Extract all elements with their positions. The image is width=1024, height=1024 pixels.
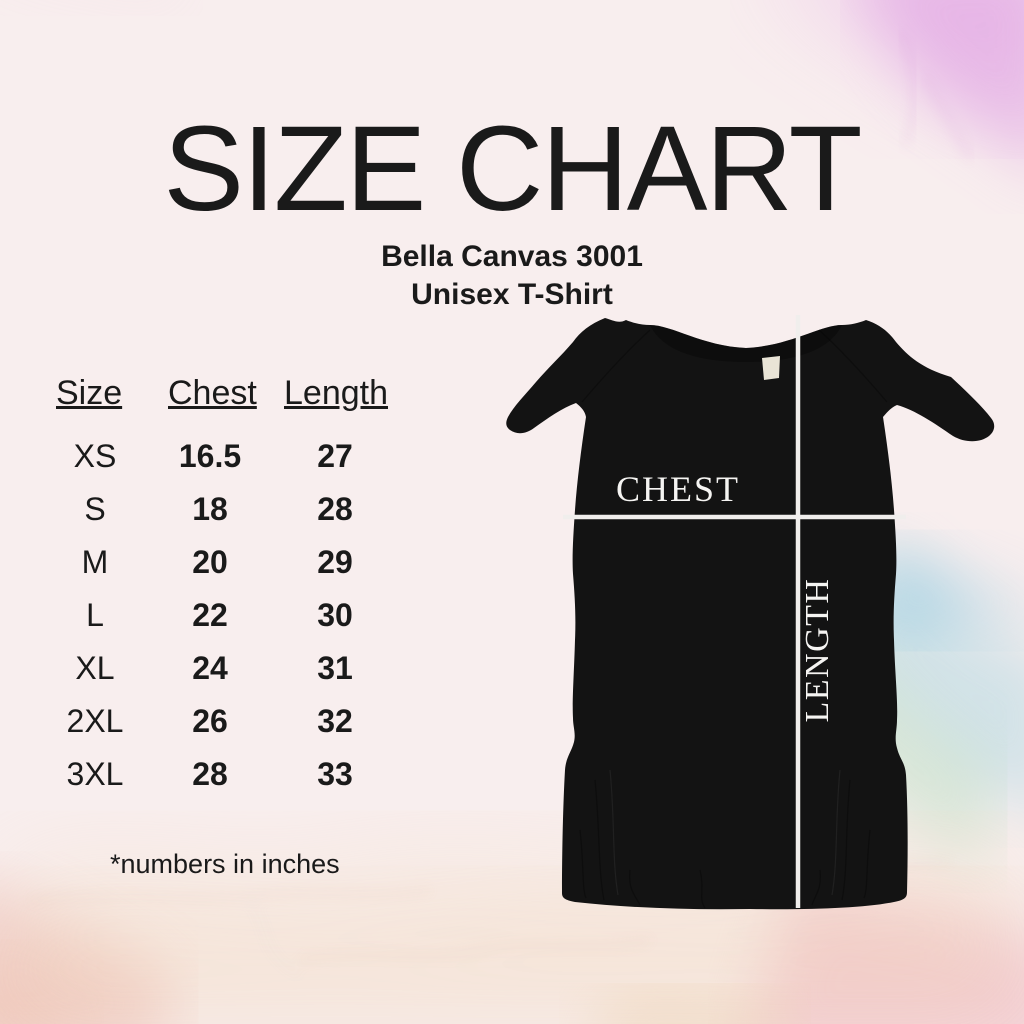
svg-text:CHEST: CHEST bbox=[616, 469, 740, 509]
svg-text:LENGTH: LENGTH bbox=[799, 578, 836, 723]
